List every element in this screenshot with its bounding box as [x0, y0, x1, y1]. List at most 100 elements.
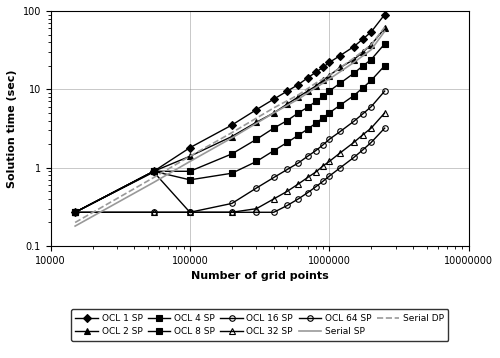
OCL 1 SP: [304, 76, 310, 80]
OCL 32 SP: [312, 170, 318, 174]
Serial SP: [326, 77, 332, 81]
OCL 16 SP: [368, 105, 374, 109]
OCL 16 SP: [284, 167, 290, 171]
Serial DP: [150, 175, 156, 180]
OCL 2 SP: [351, 57, 357, 62]
Serial SP: [187, 159, 193, 164]
OCL 8 SP: [254, 159, 260, 164]
OCL 1 SP: [382, 13, 388, 17]
OCL 64 SP: [382, 126, 388, 130]
OCL 32 SP: [296, 182, 302, 186]
OCL 32 SP: [320, 164, 326, 168]
OCL 1 SP: [351, 44, 357, 49]
OCL 4 SP: [271, 126, 277, 130]
OCL 2 SP: [382, 26, 388, 30]
OCL 16 SP: [351, 119, 357, 124]
OCL 16 SP: [326, 137, 332, 141]
OCL 4 SP: [284, 118, 290, 123]
OCL 32 SP: [72, 210, 78, 214]
OCL 4 SP: [382, 42, 388, 46]
Serial SP: [296, 97, 302, 101]
OCL 32 SP: [229, 210, 235, 214]
Serial DP: [296, 93, 302, 97]
OCL 4 SP: [338, 81, 344, 85]
Serial DP: [229, 131, 235, 135]
OCL 1 SP: [284, 89, 290, 93]
OCL 8 SP: [338, 103, 344, 107]
Serial DP: [351, 56, 357, 60]
OCL 32 SP: [271, 197, 277, 201]
OCL 4 SP: [312, 99, 318, 103]
Line: Serial DP: Serial DP: [75, 27, 384, 222]
OCL 8 SP: [284, 140, 290, 145]
OCL 2 SP: [338, 65, 344, 69]
OCL 4 SP: [72, 210, 78, 214]
Y-axis label: Solution time (sec): Solution time (sec): [7, 69, 17, 188]
OCL 8 SP: [360, 86, 366, 90]
OCL 16 SP: [338, 129, 344, 134]
OCL 64 SP: [296, 197, 302, 201]
OCL 1 SP: [72, 210, 78, 214]
Serial SP: [351, 61, 357, 65]
OCL 16 SP: [187, 210, 193, 214]
Line: OCL 64 SP: OCL 64 SP: [72, 125, 388, 215]
OCL 16 SP: [72, 210, 78, 214]
OCL 1 SP: [368, 30, 374, 34]
OCL 16 SP: [229, 201, 235, 205]
OCL 32 SP: [187, 210, 193, 214]
OCL 16 SP: [254, 186, 260, 190]
OCL 4 SP: [187, 169, 193, 173]
OCL 64 SP: [187, 210, 193, 214]
OCL 2 SP: [312, 84, 318, 88]
OCL 2 SP: [368, 43, 374, 47]
OCL 1 SP: [326, 61, 332, 65]
Serial SP: [150, 180, 156, 184]
OCL 2 SP: [229, 134, 235, 139]
OCL 64 SP: [368, 140, 374, 145]
OCL 2 SP: [187, 154, 193, 158]
OCL 8 SP: [351, 93, 357, 98]
OCL 1 SP: [296, 82, 302, 87]
OCL 16 SP: [304, 154, 310, 158]
Line: OCL 32 SP: OCL 32 SP: [72, 110, 388, 215]
OCL 1 SP: [150, 169, 156, 173]
Legend: OCL 1 SP, OCL 2 SP, OCL 4 SP, OCL 8 SP, OCL 16 SP, OCL 32 SP, OCL 64 SP, Serial : OCL 1 SP, OCL 2 SP, OCL 4 SP, OCL 8 SP, …: [71, 309, 448, 341]
Serial SP: [271, 111, 277, 115]
OCL 32 SP: [338, 151, 344, 155]
OCL 64 SP: [72, 210, 78, 214]
OCL 32 SP: [254, 207, 260, 211]
OCL 8 SP: [150, 169, 156, 173]
OCL 32 SP: [382, 111, 388, 115]
OCL 4 SP: [360, 64, 366, 68]
OCL 1 SP: [360, 37, 366, 41]
OCL 64 SP: [284, 203, 290, 208]
Serial SP: [229, 136, 235, 140]
OCL 1 SP: [312, 70, 318, 74]
OCL 32 SP: [150, 210, 156, 214]
X-axis label: Number of grid points: Number of grid points: [190, 271, 328, 281]
OCL 64 SP: [320, 179, 326, 184]
OCL 32 SP: [284, 189, 290, 193]
Serial SP: [312, 86, 318, 90]
OCL 2 SP: [304, 89, 310, 93]
OCL 1 SP: [187, 146, 193, 150]
OCL 1 SP: [271, 97, 277, 101]
Serial DP: [326, 73, 332, 78]
OCL 4 SP: [304, 105, 310, 110]
OCL 4 SP: [296, 111, 302, 115]
OCL 8 SP: [326, 111, 332, 115]
OCL 32 SP: [326, 159, 332, 164]
OCL 16 SP: [150, 170, 156, 174]
Serial SP: [72, 224, 78, 228]
OCL 8 SP: [312, 121, 318, 125]
Serial DP: [382, 25, 388, 29]
OCL 16 SP: [271, 175, 277, 180]
OCL 2 SP: [284, 102, 290, 106]
OCL 8 SP: [296, 133, 302, 137]
Serial DP: [187, 154, 193, 158]
OCL 8 SP: [320, 116, 326, 120]
OCL 4 SP: [326, 89, 332, 93]
Serial DP: [368, 43, 374, 47]
OCL 1 SP: [254, 107, 260, 112]
OCL 2 SP: [326, 73, 332, 78]
